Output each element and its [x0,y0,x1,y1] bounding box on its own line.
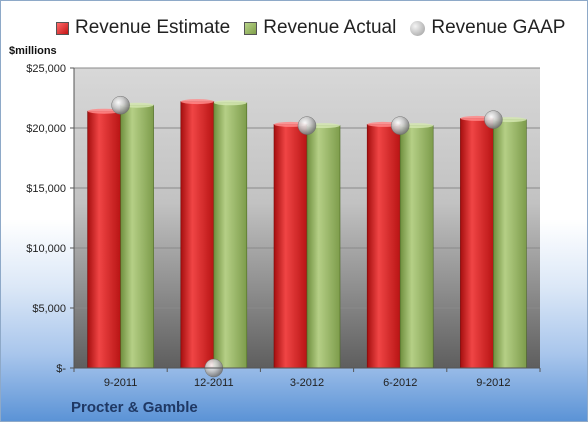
bar-top-actual [213,100,247,106]
legend-estimate-label: Revenue Estimate [75,17,231,38]
gaap-marker [484,110,503,129]
y-unit-label: $millions [9,45,57,57]
gaap-marker [297,116,317,135]
y-axis: $- $5,000 $10,000 $15,000 $20,000 $25,000 [26,63,75,375]
bar-revenue-estimate [273,124,308,369]
y-tick-label: $15,000 [26,183,66,195]
legend-gaap-label: Revenue GAAP [431,17,566,38]
gaap-marker [390,116,410,135]
bar-revenue-actual [120,104,154,369]
bar-top-estimate [180,99,214,105]
x-tick-label: 3-2012 [290,377,324,389]
x-tick-label: 9-2011 [104,377,137,389]
y-tick-label: $5,000 [32,303,66,315]
y-tick-label: $25,000 [26,63,66,75]
bar-revenue-estimate [460,118,494,369]
y-tick-label: $- [56,363,66,375]
legend-actual-label: Revenue Actual [263,17,397,38]
bar-revenue-estimate [180,101,215,369]
gaap-marker [111,95,130,115]
legend-item-gaap: Revenue GAAP [410,17,565,39]
company-name: Procter & Gamble [71,399,198,416]
legend-item-estimate: Revenue Estimate [56,17,230,39]
actual-swatch [244,21,258,35]
x-tick-label: 12-2011 [194,377,234,389]
estimate-swatch [56,21,69,35]
x-tick-label: 6-2012 [383,377,417,389]
legend-item-actual: Revenue Actual [244,17,396,39]
bar-revenue-actual [493,119,527,369]
legend: Revenue Estimate Revenue Actual Revenue … [56,15,579,41]
bar-revenue-estimate [366,124,401,369]
bars [87,99,527,369]
bar-top-estimate [87,108,121,114]
bar-revenue-estimate [87,110,121,369]
bar-revenue-actual [306,125,341,369]
gaap-swatch [410,20,426,36]
x-axis: 9-2011 12-2011 3-2012 6-2012 9-2012 [73,367,541,389]
bar-revenue-actual [399,125,434,369]
y-tick-label: $20,000 [26,123,66,135]
x-tick-label: 9-2012 [476,377,510,389]
bar-revenue-actual [213,102,248,369]
y-tick-label: $10,000 [26,243,66,255]
